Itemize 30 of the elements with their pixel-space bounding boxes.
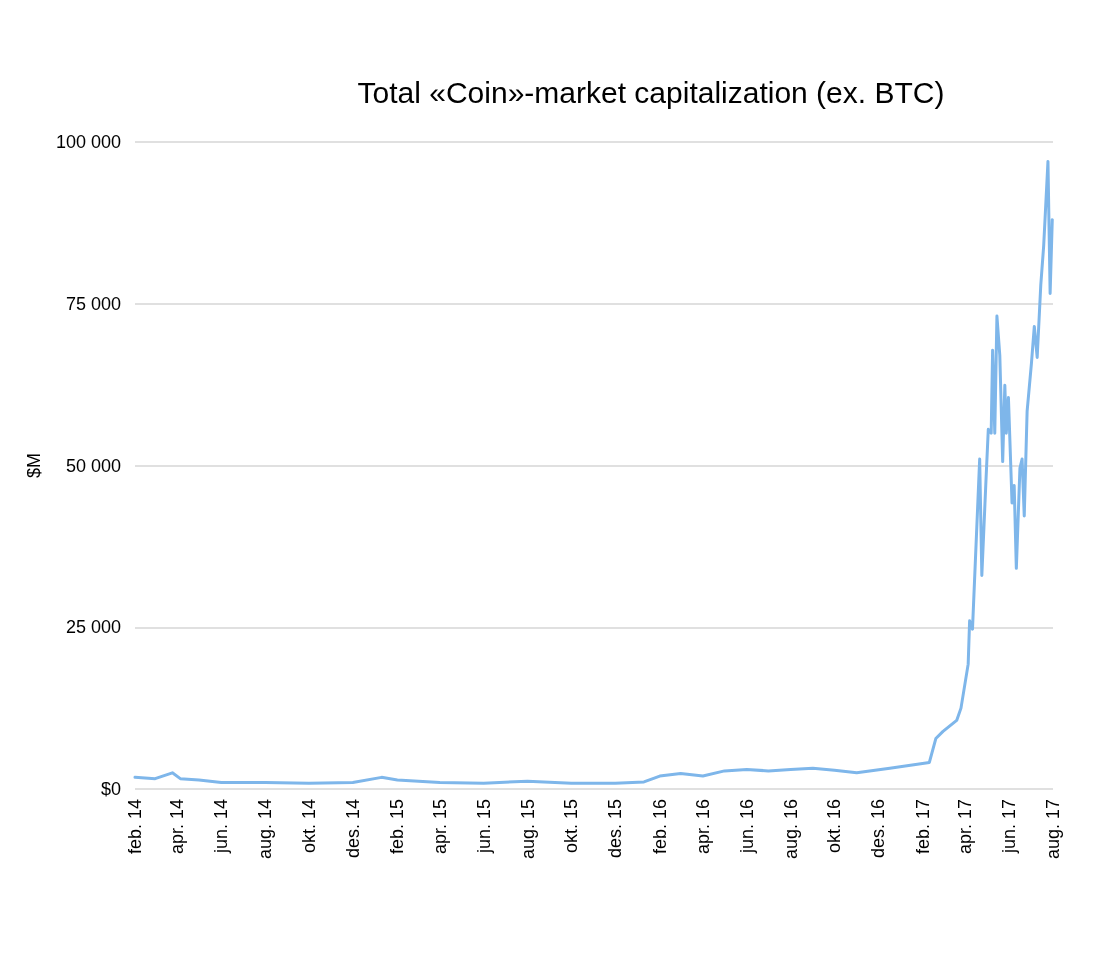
- x-tick-label: okt. 15: [561, 799, 582, 854]
- x-tick-label: feb. 17: [912, 799, 933, 855]
- y-tick-label: 25 000: [65, 617, 121, 638]
- x-tick-label: des. 14: [342, 799, 363, 859]
- y-tick-label: 50 000: [65, 455, 121, 476]
- x-tick-label: aug. 16: [780, 799, 801, 860]
- x-tick-label: des. 16: [868, 799, 889, 859]
- x-tick-label: jun. 17: [999, 799, 1020, 855]
- chart-title: Total «Coin»-market capitalization (ex. BTC): [357, 75, 945, 109]
- x-tick-label: jun. 15: [473, 799, 494, 855]
- x-tick-label: apr. 17: [955, 799, 976, 855]
- x-tick-label: apr. 14: [167, 799, 188, 855]
- x-tick-label: aug. 17: [1043, 799, 1063, 860]
- x-tick-label: jun. 14: [211, 799, 232, 855]
- x-tick-label: apr. 16: [692, 799, 713, 855]
- x-tick-label: feb. 16: [649, 799, 670, 855]
- y-axis-title: $M: [24, 452, 44, 479]
- x-tick-label: apr. 15: [429, 799, 450, 855]
- x-tick-label: jun. 16: [736, 799, 757, 855]
- x-tick-label: okt. 16: [824, 799, 845, 854]
- x-tick-label: aug. 15: [517, 799, 538, 860]
- x-tick-label: feb. 14: [125, 799, 145, 855]
- x-tick-label: des. 15: [605, 799, 626, 859]
- x-tick-label: feb. 15: [387, 799, 408, 855]
- y-tick-label: 100 000: [55, 132, 121, 152]
- x-tick-label: aug. 14: [255, 799, 276, 860]
- line-series: [133, 159, 1054, 785]
- y-tick-label: $0: [100, 779, 121, 799]
- x-tick-label: okt. 14: [298, 799, 319, 854]
- y-tick-label: 75 000: [65, 293, 121, 314]
